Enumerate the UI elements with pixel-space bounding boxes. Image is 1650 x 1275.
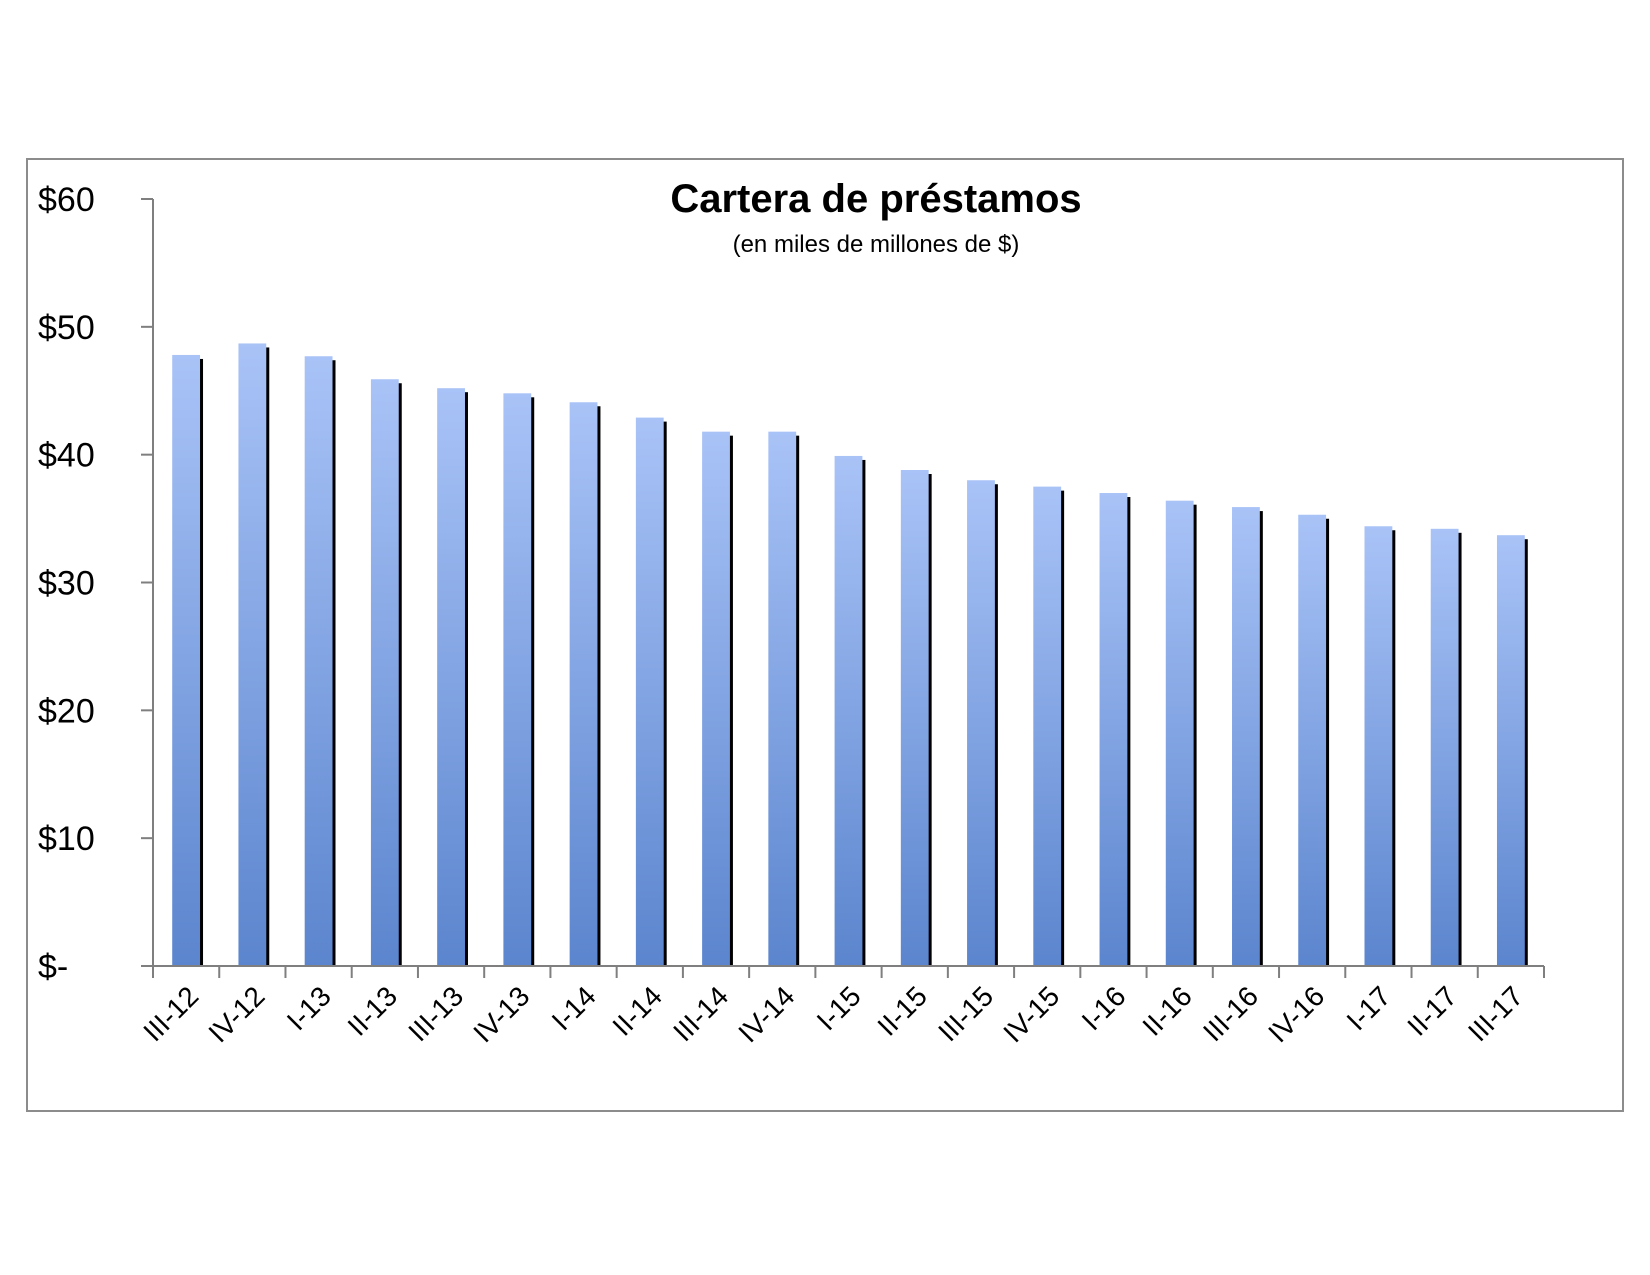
x-tick-label: I-17 (1341, 980, 1397, 1036)
x-tick-label: IV-12 (202, 980, 270, 1048)
x-tick-label: III-15 (932, 980, 999, 1047)
x-tick-label: IV-16 (1262, 980, 1330, 1048)
bar-shadow (795, 435, 800, 966)
bar-shadow (265, 347, 270, 966)
bar-I-14 (569, 402, 598, 966)
y-tick-label: $10 (38, 820, 95, 858)
bar-I-15 (834, 455, 863, 966)
bar-shadow (728, 435, 733, 966)
x-tick-label: III-13 (402, 980, 469, 1047)
x-tick-label: IV-15 (997, 980, 1065, 1048)
bar-IV-14 (768, 431, 797, 966)
x-tick-label: IV-14 (732, 980, 800, 1048)
bar-III-16 (1232, 507, 1260, 966)
bar-III-12 (172, 354, 201, 966)
bar-shadow (596, 406, 601, 966)
x-tick-label: III-12 (137, 980, 204, 1047)
bar-shadow (1325, 518, 1330, 966)
x-tick-label: I-14 (546, 980, 602, 1036)
x-tick-label: I-16 (1076, 980, 1132, 1036)
chart-title: Cartera de préstamos (670, 177, 1081, 221)
bar-IV-16 (1298, 514, 1327, 966)
x-tick-label: II-13 (342, 980, 404, 1042)
bar-shadow (1126, 497, 1131, 966)
x-tick-label: III-14 (667, 980, 734, 1047)
bar-shadow (331, 360, 336, 966)
x-tick-label: III-16 (1197, 980, 1264, 1047)
bar-shadow (927, 474, 932, 966)
bar-shadow (662, 421, 667, 967)
x-tick-label: III-17 (1462, 980, 1529, 1047)
x-tick-label: I-15 (811, 980, 867, 1036)
x-tick-label: II-15 (871, 980, 933, 1042)
y-tick-label: $30 (38, 565, 95, 603)
bar-shadow (199, 358, 204, 966)
x-tick-label: I-13 (281, 980, 337, 1036)
x-tick-label: IV-13 (467, 980, 535, 1048)
chart-subtitle: (en miles de millones de $) (733, 231, 1020, 258)
bar-shadow (1457, 532, 1462, 966)
bar-III-13 (437, 388, 465, 966)
bar-II-14 (635, 417, 664, 967)
bars (172, 343, 1528, 967)
y-tick-label: $60 (38, 181, 95, 219)
y-tick-label: $- (38, 948, 68, 986)
bar-I-16 (1099, 493, 1128, 966)
x-tick-label: II-16 (1136, 980, 1198, 1042)
y-axis: $- $10 $20 $30 $40 $50 $60 (38, 181, 154, 986)
x-tick-label: II-14 (606, 980, 668, 1042)
bar-IV-13 (503, 393, 532, 967)
bar-II-13 (370, 379, 399, 966)
bar-shadow (1060, 490, 1065, 966)
bar-shadow (463, 392, 468, 966)
bar-shadow (1258, 511, 1263, 966)
bar-shadow (861, 459, 866, 966)
bar-IV-15 (1033, 486, 1062, 966)
bar-III-15 (967, 480, 995, 966)
x-tick-label: II-17 (1401, 980, 1463, 1042)
bar-shadow (1192, 504, 1197, 966)
y-tick-label: $50 (38, 309, 95, 347)
y-tick-label: $20 (38, 692, 95, 730)
bar-shadow (1523, 539, 1528, 966)
bar-III-14 (702, 431, 730, 966)
bar-shadow (397, 383, 402, 966)
chart-frame: Cartera de préstamos (en miles de millon… (26, 158, 1624, 1112)
bar-II-16 (1165, 500, 1194, 966)
bar-III-17 (1496, 535, 1525, 966)
bar-shadow (993, 484, 998, 966)
bar-shadow (1391, 530, 1396, 966)
bar-II-17 (1430, 528, 1459, 966)
bar-chart: Cartera de préstamos (en miles de millon… (38, 177, 1545, 1048)
bar-I-17 (1364, 526, 1393, 966)
bar-shadow (530, 397, 535, 967)
bar-IV-12 (238, 343, 267, 966)
bar-I-13 (304, 356, 333, 966)
y-tick-label: $40 (38, 437, 95, 475)
bar-II-15 (900, 470, 929, 966)
